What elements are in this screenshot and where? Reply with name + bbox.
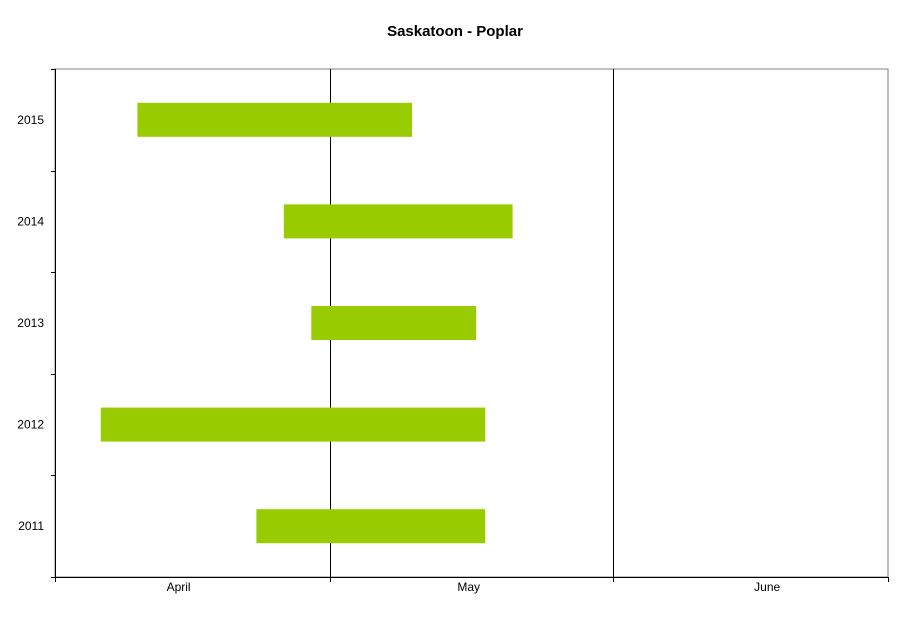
chart-title: Saskatoon - Poplar (387, 23, 523, 40)
x-axis: April May June (55, 577, 889, 594)
y-tick-label-2012: 2012 (17, 418, 44, 432)
x-tick-label-june: June (754, 580, 780, 594)
bar-2012 (100, 407, 486, 442)
y-axis: 2015 2014 2013 2012 2011 (17, 69, 56, 578)
x-tick-label-may: May (457, 580, 480, 594)
y-tick-label-2014: 2014 (17, 214, 44, 228)
bar-2011 (256, 509, 486, 544)
x-tick-label-april: April (167, 580, 191, 594)
bar-series (100, 102, 513, 544)
bar-2013 (311, 306, 477, 340)
y-tick-label-2015: 2015 (17, 113, 44, 127)
y-tick-label-2011: 2011 (18, 519, 44, 533)
bar-2014 (283, 204, 513, 239)
y-tick-label-2013: 2013 (17, 316, 44, 330)
bar-2015 (137, 102, 412, 137)
